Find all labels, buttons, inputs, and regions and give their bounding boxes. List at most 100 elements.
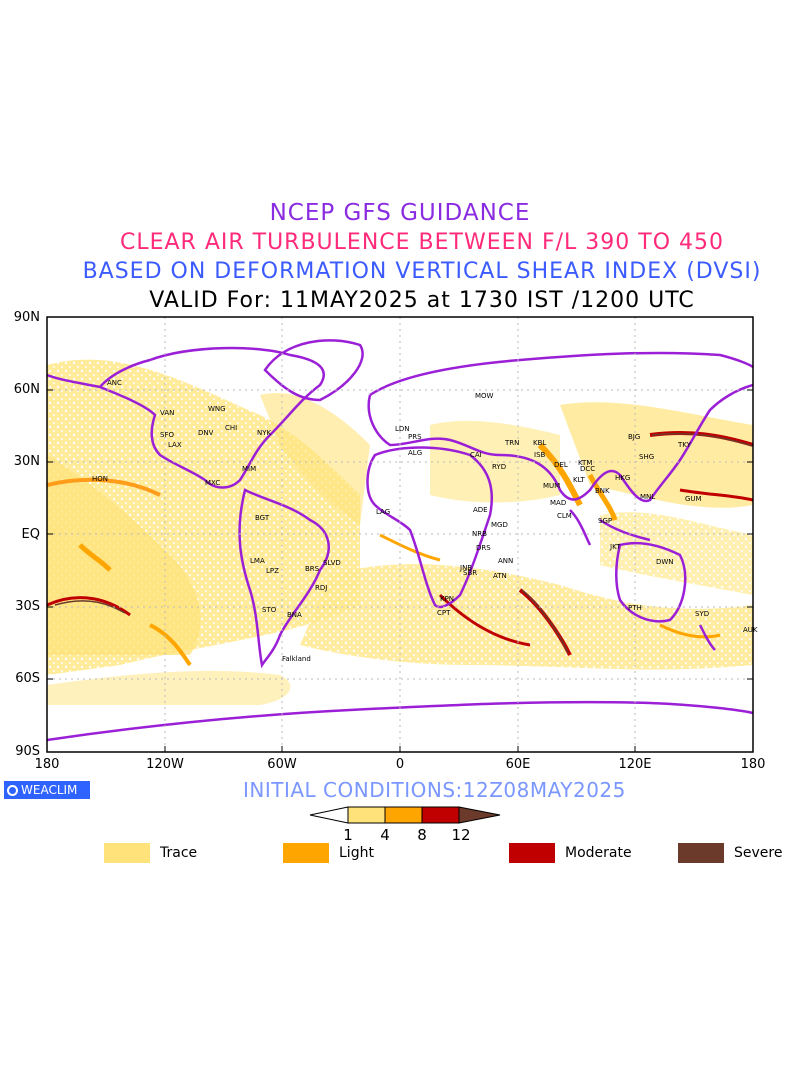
station-label: TRN [504, 439, 519, 447]
station-label: LMA [250, 557, 265, 565]
station-label: PTH [628, 604, 642, 612]
legend-swatch [283, 843, 329, 863]
colorbar-tick: 12 [451, 826, 470, 842]
legend-item-severe: Severe [678, 843, 782, 863]
chart-title-method: BASED ON DEFORMATION VERTICAL SHEAR INDE… [82, 259, 762, 284]
station-label: ANN [498, 557, 513, 565]
legend-swatch [104, 843, 150, 863]
lat-label: 30N [13, 454, 40, 469]
station-label: SLVD [323, 559, 341, 567]
lat-label: 60S [15, 671, 40, 686]
legend-label: Light [339, 845, 374, 861]
station-label: DEL [554, 461, 568, 469]
colorbar: 1 4 8 12 [309, 806, 501, 842]
station-label: DRS [476, 544, 491, 552]
station-label: KBL [533, 439, 546, 447]
station-label: KLT [573, 476, 586, 484]
lon-label: 120E [618, 757, 652, 772]
station-label: ADE [473, 506, 488, 514]
lon-label: 180 [740, 757, 766, 772]
turbulence-map: ANC VAN WNG SFO LAX DNV CHI NYK MIM MXC … [46, 316, 758, 753]
chart-title-valid-time: VALID For: 11MAY2025 at 1730 IST /1200 U… [149, 288, 695, 313]
station-label: MAD [550, 499, 566, 507]
station-label: BJG [628, 433, 640, 441]
station-label: MIM [242, 465, 256, 473]
chart-title-source: NCEP GFS GUIDANCE [269, 200, 531, 226]
weaclim-logo: WEACLIM [4, 781, 90, 799]
lat-label: 30S [15, 599, 40, 614]
station-label: MOW [475, 392, 494, 400]
logo-ring-icon [7, 784, 18, 796]
colorbar-min-arrow [309, 806, 349, 824]
station-label: GUM [685, 495, 702, 503]
station-label: CLM [557, 512, 572, 520]
legend-item-moderate: Moderate [509, 843, 632, 863]
station-label: WNG [208, 405, 226, 413]
station-label: ANC [107, 379, 122, 387]
legend-item-light: Light [283, 843, 374, 863]
station-label: SFO [160, 431, 174, 439]
station-label: SGP [598, 517, 612, 525]
legend-label: Severe [734, 845, 783, 861]
logo-text: WEACLIM [21, 783, 78, 797]
station-label: MNL [640, 493, 655, 501]
colorbar-tick: 8 [417, 826, 427, 842]
colorbar-segment-moderate [421, 806, 460, 824]
graticule [47, 317, 753, 752]
station-label: MUM [543, 482, 560, 490]
station-label: RYD [492, 463, 506, 471]
station-label: HKG [615, 474, 630, 482]
station-label: BNA [287, 611, 302, 619]
colorbar-segment-light [384, 806, 423, 824]
station-label: SYD [695, 610, 709, 618]
station-label: CHI [225, 424, 237, 432]
lon-label: 120W [146, 757, 184, 772]
station-label: CPT [437, 609, 451, 617]
colorbar-segment-trace [347, 806, 386, 824]
colorbar-tick: 4 [380, 826, 390, 842]
chart-title-product: CLEAR AIR TURBULENCE BETWEEN F/L 390 TO … [119, 230, 725, 255]
lat-label: 60N [13, 382, 40, 397]
lon-label: 60E [505, 757, 531, 772]
lon-label: 180 [34, 757, 60, 772]
station-label: TKY [677, 441, 692, 449]
colorbar-tick: 1 [343, 826, 353, 842]
legend-swatch [509, 843, 555, 863]
lon-label: 60W [267, 757, 297, 772]
station-label: Falkland [282, 655, 311, 663]
station-label: BGT [255, 514, 270, 522]
lat-label: 90S [15, 744, 40, 759]
station-label: KTM [578, 459, 592, 467]
station-label: MXC [205, 479, 220, 487]
station-label: ISB [534, 451, 546, 459]
station-label: VAN [160, 409, 174, 417]
station-label: KPN [440, 595, 454, 603]
station-label: BNK [595, 487, 610, 495]
station-label: CAI [470, 451, 482, 459]
station-label: AUK [743, 626, 758, 634]
station-label: PRS [408, 433, 422, 441]
legend-label: Moderate [565, 845, 632, 861]
legend-item-trace: Trace [104, 843, 197, 863]
station-label: SHG [639, 453, 654, 461]
station-label: NYK [257, 429, 272, 437]
legend-label: Trace [160, 845, 198, 861]
station-label: DWN [656, 558, 674, 566]
colorbar-max-arrow [458, 806, 501, 824]
coastlines [47, 339, 753, 742]
lat-label: EQ [21, 527, 40, 542]
station-label: STO [262, 606, 277, 614]
station-label: DNV [198, 429, 214, 437]
station-label: JKT [609, 543, 621, 551]
station-label: BRS [305, 565, 320, 573]
turbulence-field [47, 359, 753, 705]
station-label: ALG [408, 449, 422, 457]
station-label: SBR [463, 569, 477, 577]
lon-label: 0 [395, 757, 405, 772]
station-label: NRB [472, 530, 487, 538]
lat-label: 90N [13, 310, 40, 325]
station-label: LPZ [266, 567, 279, 575]
station-labels: ANC VAN WNG SFO LAX DNV CHI NYK MIM MXC … [92, 379, 758, 663]
initial-conditions: INITIAL CONDITIONS:12Z08MAY2025 [243, 778, 626, 802]
station-label: DCC [580, 465, 595, 473]
